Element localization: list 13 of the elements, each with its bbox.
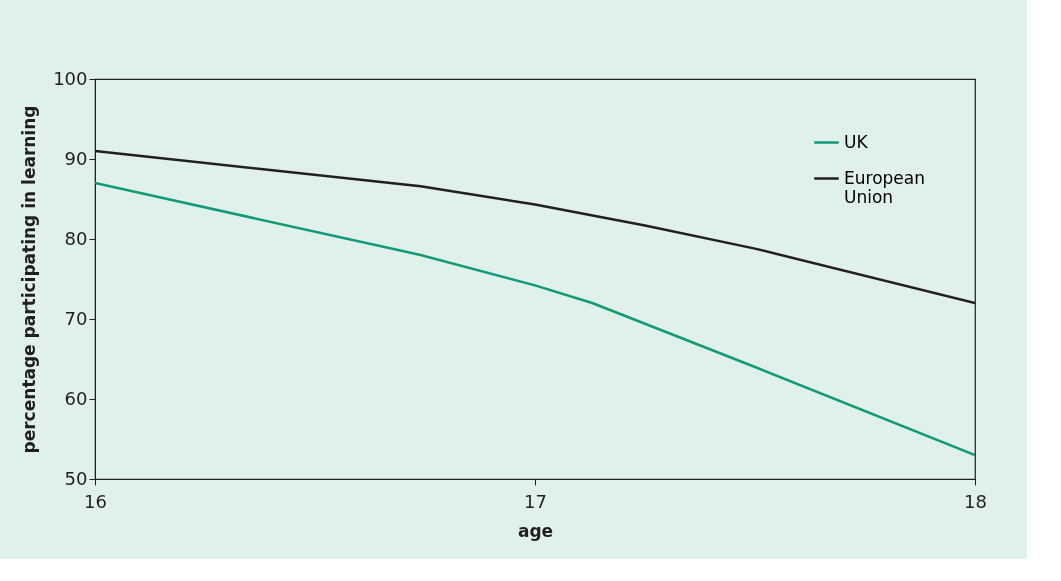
x-axis-title: age — [517, 520, 554, 541]
legend-label: UK — [844, 131, 869, 152]
y-tick-label: 80 — [64, 227, 88, 249]
legend-label: European Union — [844, 167, 925, 207]
y-tick-label: 90 — [64, 147, 88, 169]
x-tick-label: 17 — [524, 490, 547, 512]
x-tick-label: 16 — [84, 490, 107, 512]
y-axis-title: percentage participating in learning — [19, 105, 40, 454]
y-tick-label: 70 — [64, 307, 88, 329]
y-tick-label: 100 — [53, 67, 88, 89]
y-tick-label: 50 — [64, 467, 88, 489]
y-tick-label: 60 — [64, 387, 88, 409]
x-tick-label: 18 — [964, 490, 987, 512]
